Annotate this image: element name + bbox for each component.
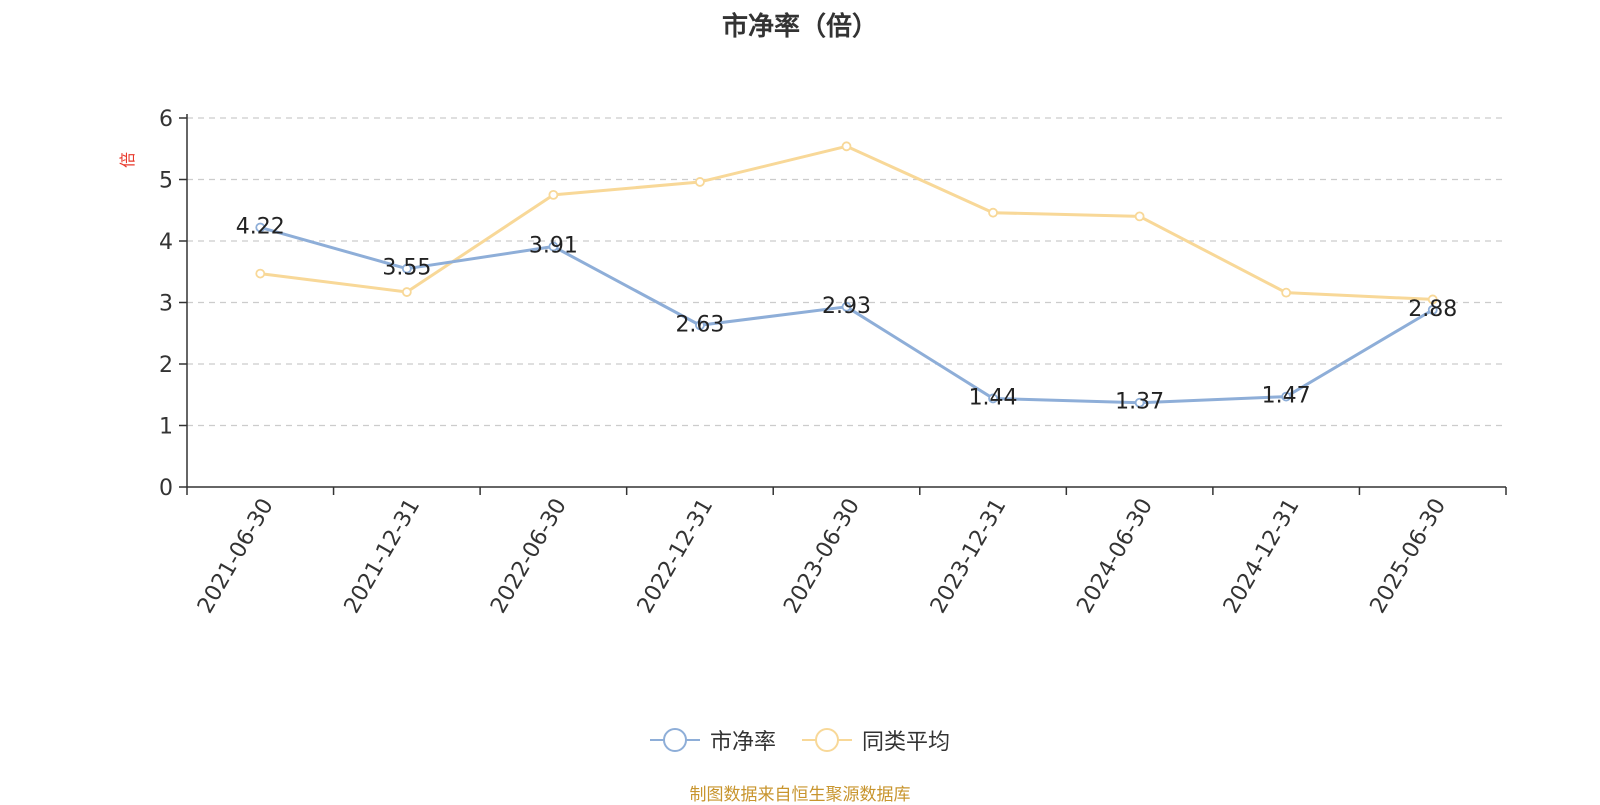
data-label: 3.55 xyxy=(382,256,431,281)
x-tick-label: 2021-06-30 xyxy=(193,495,279,618)
data-label: 1.47 xyxy=(1262,384,1311,409)
data-label: 2.88 xyxy=(1408,297,1457,322)
y-tick-label: 0 xyxy=(159,476,173,501)
data-point-series-1 xyxy=(841,141,852,152)
axes: 0 1 2 3 4 5 6 倍 2021-06-30 2021-12-31 2022-06-30 20… xyxy=(118,107,1507,618)
data-label: 2.93 xyxy=(822,294,871,319)
legend: 市净率 同类平均 xyxy=(0,722,1600,758)
y-tick-label: 1 xyxy=(159,415,173,440)
data-label: 1.44 xyxy=(969,385,1018,410)
data-point-series-1 xyxy=(1281,287,1292,298)
series-0 xyxy=(255,222,1438,408)
y-tick-label: 2 xyxy=(159,353,173,378)
data-point-series-1 xyxy=(1427,294,1438,305)
data-point-series-1 xyxy=(1134,211,1145,222)
data-label: 3.91 xyxy=(529,234,578,259)
data-point-series-0 xyxy=(841,301,852,312)
x-tick-label: 2022-12-31 xyxy=(633,495,719,618)
data-point-series-1 xyxy=(695,177,705,187)
data-point-series-0 xyxy=(401,263,412,274)
data-label: 4.22 xyxy=(236,214,285,239)
x-tick-label: 2023-06-30 xyxy=(779,495,865,618)
y-axis-label: 倍 xyxy=(118,152,137,168)
chart-title: 市净率（倍） xyxy=(721,12,878,42)
x-tick-label: 2022-06-30 xyxy=(486,495,572,618)
legend-swatch-series-0 xyxy=(649,728,700,752)
x-tick-label: 2024-06-30 xyxy=(1072,495,1158,618)
data-point-series-0 xyxy=(1134,397,1145,408)
x-tick-label: 2025-06-30 xyxy=(1366,495,1452,618)
data-label: 2.63 xyxy=(675,312,724,337)
x-tick-label: 2024-12-31 xyxy=(1219,495,1305,618)
legend-label-series-0: 市净率 xyxy=(709,730,776,755)
data-point-series-1 xyxy=(988,207,998,218)
source-note: 制图数据来自恒生聚源数据库 xyxy=(689,785,911,805)
legend-label-series-1: 同类平均 xyxy=(862,730,951,755)
data-point-series-1 xyxy=(548,189,559,200)
series-line-1 xyxy=(260,144,1433,301)
y-tick-label: 6 xyxy=(159,107,173,132)
y-tick-label: 3 xyxy=(159,292,173,317)
data-point-series-0 xyxy=(988,393,998,404)
data-label: 1.37 xyxy=(1115,390,1164,415)
y-tick-label: 5 xyxy=(159,169,173,194)
data-point-series-0 xyxy=(1281,391,1292,402)
x-tick-label: 2023-12-31 xyxy=(926,495,1012,618)
legend-swatch-series-1 xyxy=(802,728,852,752)
x-tick-label: 2021-12-31 xyxy=(340,495,426,618)
legend-item-series-0[interactable]: 市净率 xyxy=(649,724,776,756)
data-point-series-0 xyxy=(695,320,705,331)
data-point-series-0 xyxy=(255,222,266,233)
data-labels: 4.22 3.55 3.91 2.63 2.93 1.44 1.37 1.47 2.88 xyxy=(236,214,1457,414)
data-point-series-1 xyxy=(255,268,266,279)
data-point-series-0 xyxy=(548,241,559,252)
data-point-series-0 xyxy=(1427,304,1438,315)
series-1 xyxy=(255,141,1438,305)
series-lines xyxy=(255,141,1438,408)
data-point-series-1 xyxy=(401,287,412,297)
legend-item-series-1[interactable]: 同类平均 xyxy=(802,724,950,756)
y-tick-label: 4 xyxy=(159,230,173,255)
